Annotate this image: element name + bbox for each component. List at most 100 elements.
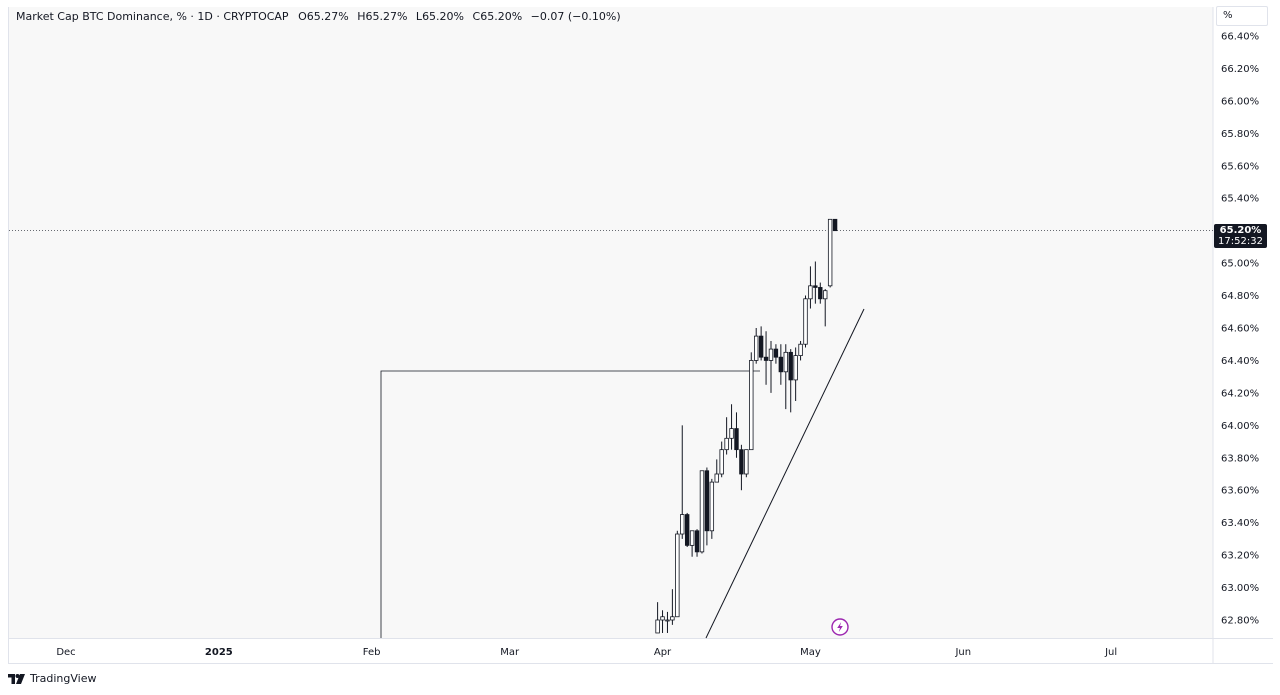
candle[interactable]: [823, 289, 828, 327]
candle[interactable]: [754, 328, 759, 364]
candle[interactable]: [689, 530, 695, 557]
candle-body: [675, 533, 680, 618]
symbol-legend[interactable]: Market Cap BTC Dominance, % · 1D · CRYPT…: [16, 10, 621, 23]
candle[interactable]: [793, 347, 798, 401]
candle[interactable]: [798, 340, 803, 361]
price-axis-background: [1213, 7, 1273, 638]
candle[interactable]: [724, 417, 729, 455]
candle[interactable]: [808, 266, 813, 309]
x-tick-label: Feb: [363, 647, 381, 658]
y-tick-label: 65.60%: [1221, 161, 1259, 172]
open-label: O: [298, 10, 307, 23]
footer: TradingView: [8, 672, 96, 685]
candles-layer: [655, 218, 838, 634]
trend-line-drawing[interactable]: [705, 308, 865, 639]
x-tick-label: Jul: [1104, 647, 1117, 658]
candle[interactable]: [788, 349, 793, 413]
candle[interactable]: [680, 425, 685, 539]
y-tick-label: 65.00%: [1221, 259, 1259, 270]
candle[interactable]: [699, 470, 705, 554]
candle[interactable]: [749, 352, 754, 451]
candle[interactable]: [768, 340, 774, 393]
time-axis[interactable]: Dec 2025 Feb Mar Apr May Jun Jul: [56, 647, 1117, 658]
candle-body: [793, 355, 798, 381]
candle-body: [739, 449, 744, 475]
candle[interactable]: [803, 295, 808, 348]
y-tick-label: 66.00%: [1221, 96, 1259, 107]
y-tick-label: 62.80%: [1221, 616, 1259, 627]
plot-background: [9, 7, 1213, 638]
y-tick-label: 64.80%: [1221, 291, 1259, 302]
candle[interactable]: [729, 404, 734, 450]
candle[interactable]: [655, 602, 660, 634]
candle[interactable]: [670, 589, 675, 625]
high-label: H: [357, 10, 366, 23]
horizontal-level-drawing[interactable]: [380, 370, 760, 638]
candle[interactable]: [694, 529, 700, 557]
candle-body: [719, 449, 724, 475]
candle-body: [758, 335, 764, 358]
candle-body: [724, 437, 729, 451]
candle-body: [773, 348, 779, 358]
candle[interactable]: [832, 218, 838, 232]
candle-body: [704, 470, 710, 532]
candle[interactable]: [665, 611, 670, 633]
candle[interactable]: [744, 449, 749, 478]
candle-body: [763, 356, 769, 361]
candle-body: [744, 449, 749, 475]
x-tick-label: Mar: [500, 647, 520, 658]
x-tick-label: Jun: [954, 647, 971, 658]
candle[interactable]: [709, 478, 715, 539]
y-tick-label: 64.20%: [1221, 388, 1259, 399]
candle[interactable]: [778, 344, 784, 385]
candle-body: [694, 530, 700, 553]
candle[interactable]: [783, 344, 788, 410]
candle[interactable]: [684, 512, 690, 547]
candle-body: [670, 616, 675, 621]
candle-body: [680, 514, 685, 535]
close-label: C: [472, 10, 481, 23]
candle[interactable]: [763, 331, 769, 385]
candle-body: [660, 616, 665, 621]
open-value: 65.27%: [306, 10, 349, 23]
last-price-value: 65.20%: [1219, 224, 1262, 236]
percent-scale-button[interactable]: %: [1216, 6, 1268, 26]
y-tick-label: 63.60%: [1221, 486, 1259, 497]
candle[interactable]: [660, 610, 665, 633]
candle-body: [778, 356, 784, 373]
candle-body: [803, 298, 808, 345]
last-price-label: 65.20% 17:52:32: [1214, 223, 1267, 248]
candle[interactable]: [739, 444, 744, 491]
symbol-title[interactable]: Market Cap BTC Dominance, % · 1D · CRYPT…: [16, 10, 289, 23]
candle-body: [818, 287, 823, 300]
drawings-layer: [380, 308, 865, 639]
candle-body: [813, 285, 818, 288]
candle[interactable]: [773, 344, 779, 364]
candle-body: [827, 218, 833, 287]
candle-body: [754, 335, 759, 361]
candle-body: [749, 360, 754, 451]
candle[interactable]: [719, 441, 724, 478]
candle[interactable]: [714, 459, 719, 483]
y-tick-label: 65.40%: [1221, 194, 1259, 205]
candle[interactable]: [818, 282, 823, 304]
x-tick-label: 2025: [205, 647, 233, 658]
candle-body: [655, 619, 660, 634]
candle[interactable]: [734, 412, 739, 458]
candle-body: [729, 428, 734, 439]
candle[interactable]: [813, 261, 818, 304]
candle[interactable]: [704, 467, 710, 546]
candle[interactable]: [827, 218, 833, 288]
candle[interactable]: [758, 326, 764, 361]
flash-event-icon[interactable]: [831, 618, 849, 636]
y-tick-label: 63.20%: [1221, 551, 1259, 562]
candle-body: [684, 514, 690, 546]
tradingview-brand[interactable]: TradingView: [30, 672, 97, 685]
price-axis[interactable]: 62.80% 63.00% 63.20% 63.40% 63.60% 63.80% 64.0…: [1221, 32, 1259, 627]
y-tick-label: 63.80%: [1221, 453, 1259, 464]
candle-body: [798, 343, 803, 356]
candle[interactable]: [675, 530, 680, 618]
change-value: −0.07 (−0.10%): [530, 10, 621, 23]
close-value: 65.20%: [480, 10, 523, 23]
